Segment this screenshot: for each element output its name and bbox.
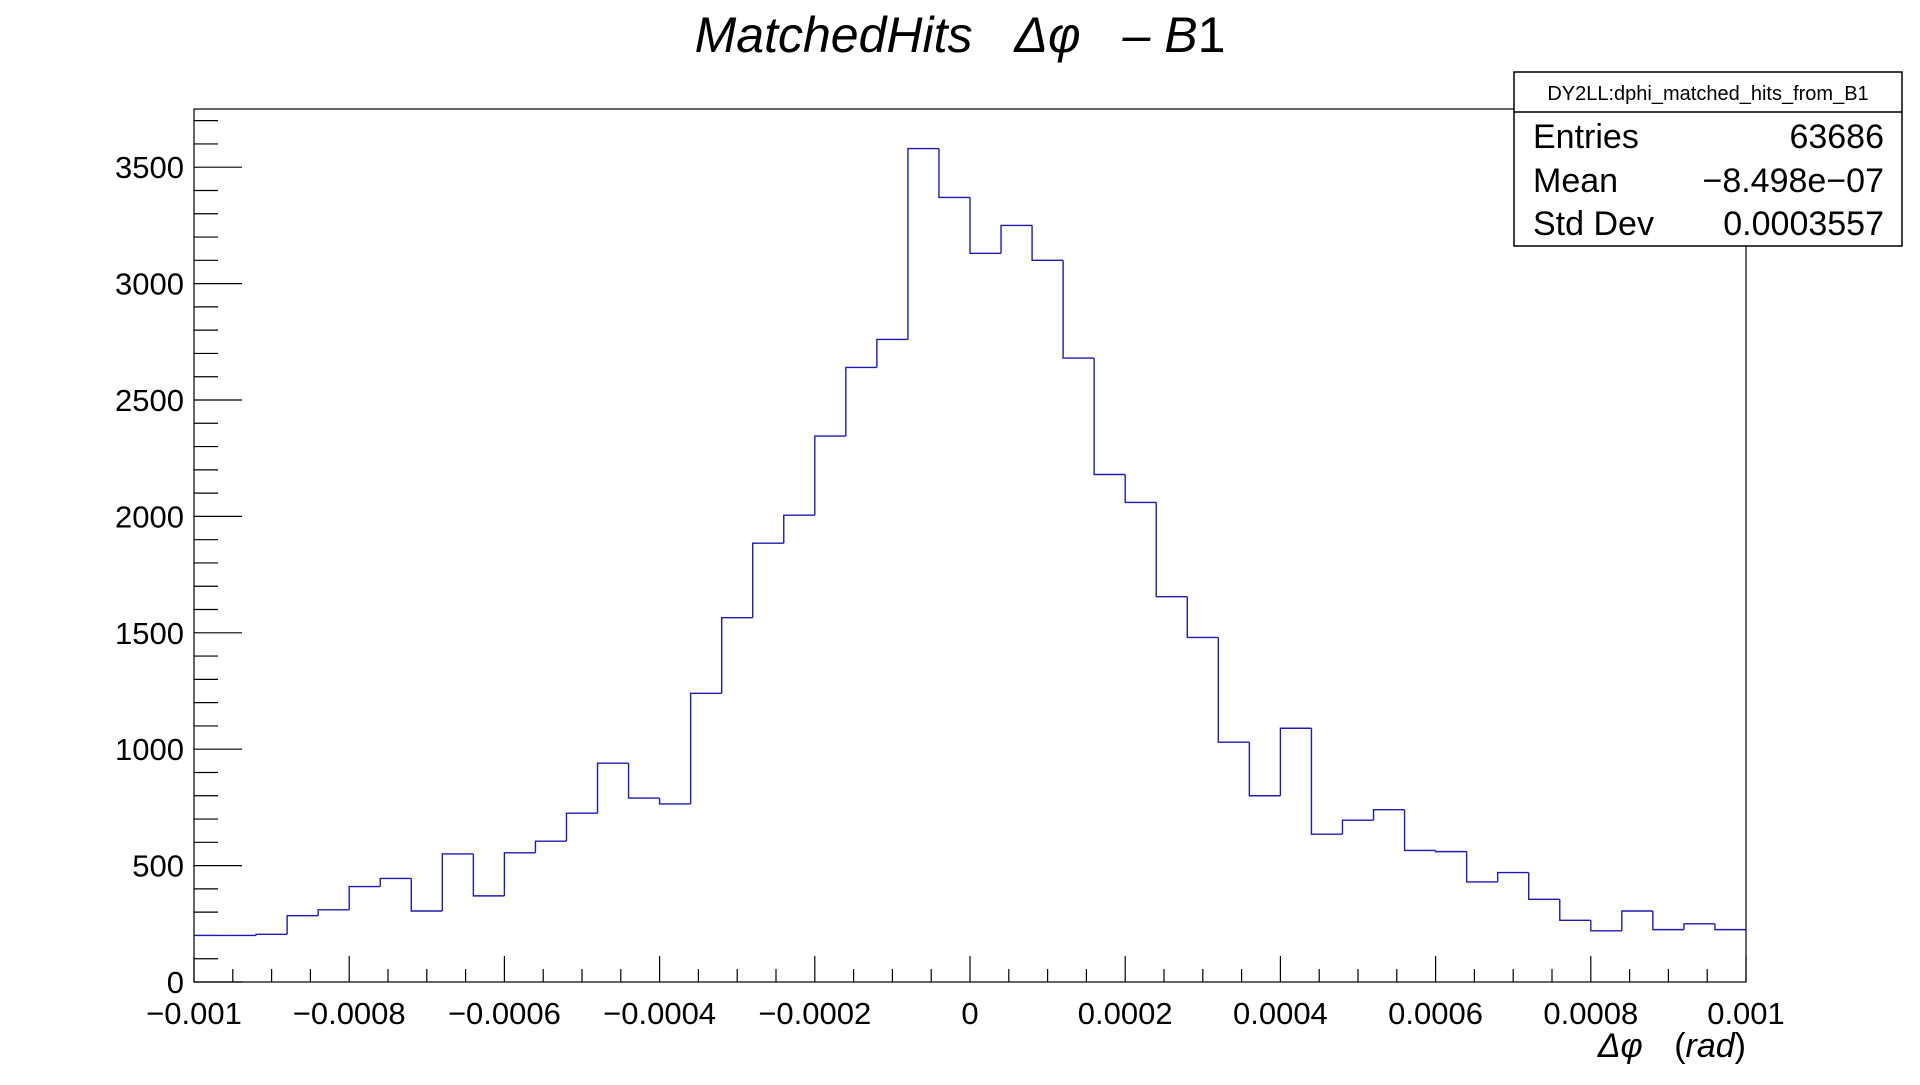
x-tick-label: 0.0004 — [1233, 996, 1328, 1031]
histogram-bin — [1217, 637, 1250, 743]
x-tick-label: 0.001 — [1707, 996, 1785, 1031]
x-axis-title-unit-open: ( — [1674, 1027, 1686, 1065]
histogram-bin — [627, 763, 660, 799]
histogram-bin — [1403, 809, 1436, 852]
chart-title: MatchedHits Δφ – B1 — [695, 7, 1226, 63]
histogram-bin — [255, 933, 288, 936]
histogram-bin — [441, 853, 474, 911]
histogram-bin — [1000, 224, 1033, 254]
x-tick-label: 0.0006 — [1388, 996, 1483, 1031]
chart-title-number: 1 — [1198, 7, 1226, 63]
histogram-bin — [1621, 910, 1653, 931]
y-tick-label: 2000 — [115, 499, 184, 534]
x-axis-title-unit-close: ) — [1735, 1027, 1746, 1065]
stats-stddev-label: Std Dev — [1533, 205, 1654, 243]
histogram-bin — [783, 514, 815, 544]
histogram-bin — [410, 878, 443, 912]
y-tick-label: 500 — [132, 849, 184, 884]
x-tick-label: 0.0008 — [1543, 996, 1638, 1031]
y-axis-ticks — [194, 120, 242, 983]
histogram-bin — [1683, 923, 1715, 930]
histogram-bin — [1248, 742, 1281, 797]
x-axis-ticks — [193, 956, 1747, 982]
y-tick-label: 1000 — [115, 732, 184, 767]
histogram-bin — [379, 877, 412, 887]
x-axis-title-unit: rad — [1686, 1027, 1736, 1065]
histogram-bin — [689, 692, 722, 804]
y-tick-label: 3000 — [115, 267, 184, 302]
stats-box-frame — [1513, 71, 1903, 247]
histogram-bin — [907, 147, 939, 340]
histogram-bin — [1310, 728, 1343, 835]
histogram-bin — [503, 852, 536, 896]
histogram-bin — [876, 338, 908, 368]
histogram-bin — [1434, 850, 1467, 853]
histogram-bin — [1124, 474, 1157, 504]
histogram-bin — [1155, 502, 1188, 598]
x-tick-label: −0.0002 — [758, 996, 871, 1031]
histogram-bin — [1465, 851, 1498, 883]
histogram-bin — [596, 762, 629, 814]
histogram-bin — [1031, 225, 1064, 262]
x-tick-label: −0.001 — [146, 996, 242, 1031]
stats-mean-label: Mean — [1533, 162, 1618, 200]
x-tick-label: −0.0008 — [293, 996, 406, 1031]
x-tick-label: 0.0002 — [1078, 996, 1173, 1031]
histogram-bin — [814, 435, 846, 516]
histogram-bin — [720, 616, 753, 694]
histogram-bin — [534, 840, 567, 853]
histogram-bin — [1186, 596, 1219, 639]
chart-title-symbol: Δφ — [1013, 7, 1080, 63]
histogram-bin — [845, 366, 877, 437]
x-tick-label: −0.0004 — [603, 996, 716, 1031]
histogram-bin — [1559, 899, 1591, 922]
y-tick-label: 1500 — [115, 616, 184, 651]
x-axis-title: Δφ (rad) — [1597, 1027, 1746, 1065]
y-tick-label: 2500 — [115, 383, 184, 418]
histogram-bin — [1714, 923, 1746, 931]
x-axis-tick-labels: −0.001 −0.0008 −0.0006 −0.0004 −0.0002 0 0.000… — [146, 996, 1785, 1031]
x-tick-label: −0.0006 — [448, 996, 561, 1031]
histogram-bin — [1279, 727, 1312, 796]
histogram-bin — [1652, 910, 1684, 931]
histogram-bin — [317, 909, 350, 916]
histogram-bin — [1372, 809, 1405, 821]
histogram-bin — [348, 885, 381, 910]
stats-mean-value: −8.498e−07 — [1702, 162, 1884, 200]
x-tick-label: 0 — [961, 996, 978, 1031]
histogram-bin — [472, 853, 505, 897]
stats-box: DY2LL:dphi_matched_hits_from_B1 Entries … — [1513, 71, 1903, 247]
histogram-bin — [969, 197, 1002, 255]
y-tick-label: 0 — [167, 965, 184, 1000]
histogram-bin — [1496, 871, 1529, 882]
histogram-bin — [752, 542, 784, 618]
histogram-bin — [658, 798, 691, 805]
stats-entries-label: Entries — [1533, 118, 1639, 156]
histogram-bin — [938, 148, 970, 199]
y-axis-tick-labels: 0 500 1000 1500 2000 2500 3000 3500 — [115, 150, 184, 1000]
chart-title-dash: – B — [1122, 7, 1198, 63]
histogram-bin — [286, 914, 319, 935]
y-tick-label: 3500 — [115, 150, 184, 185]
histogram-bins — [194, 147, 1746, 937]
histogram-bin — [1062, 260, 1095, 359]
x-axis-title-symbol: Δφ — [1597, 1027, 1643, 1065]
chart-title-prefix: MatchedHits — [695, 7, 973, 63]
histogram-bin — [1341, 819, 1374, 835]
histogram-bin — [1590, 920, 1622, 932]
histogram-bin — [565, 812, 598, 842]
stats-entries-value: 63686 — [1789, 118, 1884, 156]
histogram-bin — [1093, 358, 1126, 476]
stats-stddev-value: 0.0003557 — [1723, 205, 1884, 243]
histogram-bin — [1528, 872, 1560, 901]
stats-box-name: DY2LL:dphi_matched_hits_from_B1 — [1547, 83, 1868, 105]
